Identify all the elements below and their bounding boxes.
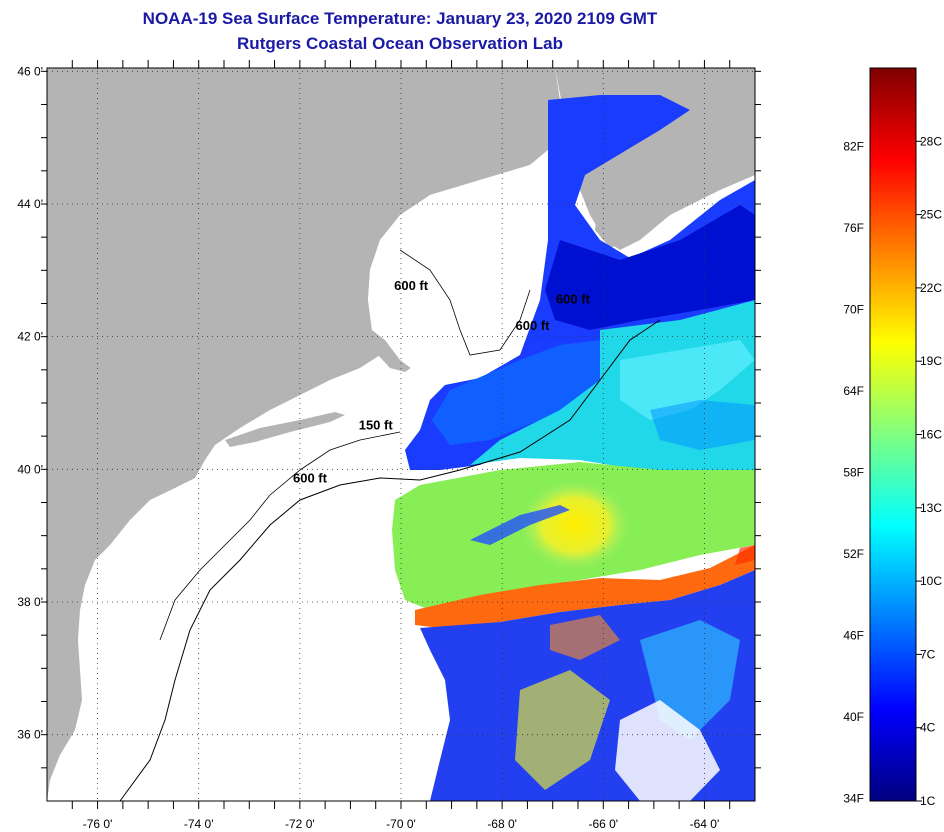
lat-tick-label: 38 0' bbox=[17, 595, 43, 609]
sst-sargasso-orange-patch bbox=[550, 615, 620, 660]
colorbar-fahrenheit-label: 76F bbox=[843, 221, 864, 235]
colorbar-celsius-label: 7C bbox=[920, 647, 936, 661]
colorbar-celsius-label: 25C bbox=[920, 208, 942, 222]
colorbar-celsius-label: 19C bbox=[920, 354, 942, 368]
isobath-label: 600 ft bbox=[394, 278, 429, 293]
colorbar-fahrenheit-label: 82F bbox=[843, 140, 864, 154]
lon-tick-label: -66 0' bbox=[588, 817, 618, 831]
map-area[interactable] bbox=[47, 68, 755, 801]
sst-cold-filament bbox=[470, 505, 570, 545]
chesapeake-bay bbox=[98, 580, 120, 720]
colorbar-celsius-label: 16C bbox=[920, 428, 942, 442]
map-axes: 46 0' 44 0' 42 0' 40 0' 38 0' 36 0' -76 0' -74 … bbox=[17, 60, 761, 831]
lon-tick-label: -64 0' bbox=[690, 817, 720, 831]
isobath-label: 600 ft bbox=[516, 318, 551, 333]
isobath-label: 600 ft bbox=[293, 471, 328, 486]
us-land bbox=[47, 68, 560, 801]
lat-tick-label: 46 0' bbox=[17, 64, 43, 78]
sst-cyan-swirl-2 bbox=[650, 400, 755, 450]
map-title: NOAA-19 Sea Surface Temperature: January… bbox=[142, 9, 658, 28]
lon-tick-label: -70 0' bbox=[386, 817, 416, 831]
lon-tick-label: -74 0' bbox=[184, 817, 214, 831]
sst-sargasso-warm-patch bbox=[515, 670, 610, 790]
isobath-label: 600 ft bbox=[556, 291, 591, 306]
sst-gulf-stream-core bbox=[735, 545, 755, 565]
isobath-gulf-of-maine bbox=[399, 249, 531, 356]
colorbar-fahrenheit-label: 34F bbox=[843, 791, 864, 805]
colorbar-fahrenheit-label: 58F bbox=[843, 466, 864, 480]
colorbar-fahrenheit-label: 40F bbox=[843, 710, 864, 724]
lat-tick-label: 42 0' bbox=[17, 330, 43, 344]
map-subtitle: Rutgers Coastal Ocean Observation Lab bbox=[237, 34, 563, 53]
colorbar-fahrenheit-label: 70F bbox=[843, 303, 864, 317]
sst-warm-eddy bbox=[520, 480, 630, 570]
colorbar-celsius-label: 13C bbox=[920, 501, 942, 515]
colorbar-celsius-label: 1C bbox=[920, 794, 936, 808]
colorbar-labels: 82F 76F 70F 64F 58F 52F 46F 40F 34F 28C 25C 22C 19C 1… bbox=[843, 134, 942, 808]
sst-georges-bank bbox=[432, 340, 620, 445]
colorbar-celsius-label: 22C bbox=[920, 281, 942, 295]
colorbar-celsius-label: 10C bbox=[920, 574, 942, 588]
colorbar-fahrenheit-label: 46F bbox=[843, 628, 864, 642]
colorbar bbox=[869, 67, 917, 802]
lat-tick-label: 44 0' bbox=[17, 197, 43, 211]
colorbar-celsius-label: 4C bbox=[920, 721, 936, 735]
lat-tick-label: 36 0' bbox=[17, 728, 43, 742]
sst-cyan-swirl bbox=[620, 340, 755, 420]
sst-cloud-white bbox=[615, 700, 720, 801]
gulf-of-maine-nodata bbox=[368, 150, 560, 385]
lat-tick-label: 40 0' bbox=[17, 462, 43, 476]
delaware-bay bbox=[148, 540, 165, 575]
colorbar-fahrenheit-label: 52F bbox=[843, 547, 864, 561]
nova-scotia bbox=[595, 135, 755, 248]
isobath-150ft bbox=[159, 431, 401, 641]
lon-tick-label: -68 0' bbox=[487, 817, 517, 831]
colorbar-celsius-label: 28C bbox=[920, 134, 942, 148]
isobath-label: 150 ft bbox=[359, 418, 394, 433]
isobath-600ft-south bbox=[119, 319, 661, 801]
lon-tick-label: -72 0' bbox=[285, 817, 315, 831]
colorbar-fahrenheit-label: 64F bbox=[843, 384, 864, 398]
isobath-labels: 600 ft 600 ft 600 ft 150 ft 600 ft bbox=[293, 278, 591, 485]
long-island bbox=[225, 412, 345, 447]
sst-deep-blue bbox=[545, 205, 755, 330]
sst-gulf-stream bbox=[415, 545, 755, 628]
lon-tick-label: -76 0' bbox=[83, 817, 113, 831]
graticule bbox=[47, 68, 755, 801]
